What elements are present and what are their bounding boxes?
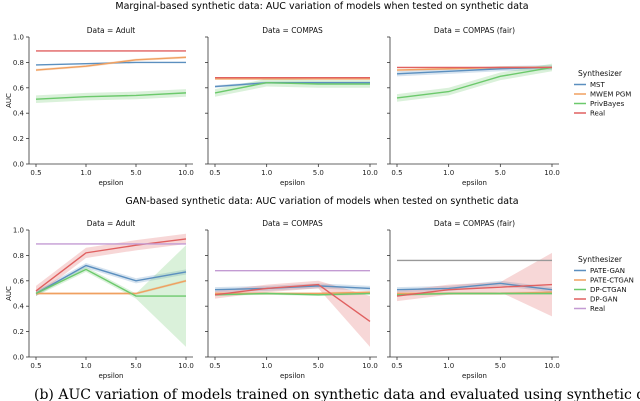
x-tick-label: 5.0 [130,169,141,177]
y-tick-label: 0.6 [13,84,25,92]
legend-label: PrivBayes [590,100,625,108]
series-band [36,233,186,297]
legend-label: PATE-GAN [590,267,625,275]
legend-label: MWEM PGM [590,91,631,99]
series-line [214,283,371,323]
series-band [397,63,552,102]
chart-panel: 0.0 0.2 0.4 0.6 0.8 1.0 0.5 1.0 5.0 10.0 Data = Ad… [5,26,194,187]
y-tick-label: 0.4 [13,303,25,311]
y-tick-label: 0.0 [13,354,24,362]
x-tick-label: 0.5 [391,362,402,370]
x-tick-label: 0.5 [30,169,41,177]
y-tick-label: 0.2 [13,328,24,336]
x-tick-label: 5.0 [313,169,324,177]
x-tick-label: 1.0 [80,362,91,370]
x-tick-label: 5.0 [130,362,141,370]
x-tick-label: 1.0 [443,169,454,177]
x-tick-label: 1.0 [443,362,454,370]
panel-title: Data = Adult [87,26,136,35]
panel-title: Data = COMPAS (fair) [434,219,515,228]
legend-label: DP-GAN [590,296,618,304]
series-band [397,252,552,317]
panel-title: Data = COMPAS [262,26,323,35]
x-tick-label: 10.0 [178,169,194,177]
x-tick-label: 5.0 [495,362,506,370]
legend-title: Synthesizer [578,69,623,78]
y-tick-label: 0.8 [13,252,24,260]
y-tick-label: 1.0 [13,227,24,235]
y-tick-label: 0.4 [13,110,25,118]
x-axis-label: epsilon [280,179,305,187]
legend-label: Real [590,110,605,118]
x-tick-label: 1.0 [261,169,272,177]
x-tick-label: 10.0 [544,362,560,370]
series-line [396,292,552,296]
legend-label: Real [590,305,605,313]
legend-label: PATE-CTGAN [590,277,634,285]
x-axis-label: epsilon [98,372,123,380]
y-tick-label: 0.2 [13,135,24,143]
y-axis-label: AUC [5,93,13,108]
chart-panel: 0.5 1.0 5.0 10.0 Data = COMPAS epsilon [205,219,378,380]
figure-caption: (b) AUC variation of models trained on s… [34,387,640,401]
series-line [214,82,370,94]
y-tick-label: 1.0 [13,34,24,42]
series-line [35,264,187,295]
x-tick-label: 0.5 [209,362,220,370]
series-line [35,92,187,100]
chart-panel: 0.5 1.0 5.0 10.0 Data = COMPAS (fair) epsilon [387,219,560,380]
series-line [396,283,553,297]
y-tick-label: 0.0 [13,161,24,169]
x-tick-label: 10.0 [362,169,378,177]
x-axis-label: epsilon [98,179,123,187]
figure-title-marginal: Marginal-based synthetic data: AUC varia… [115,1,528,12]
x-axis-label: epsilon [280,372,305,380]
x-tick-label: 10.0 [362,362,378,370]
y-tick-label: 0.6 [13,277,25,285]
x-tick-label: 5.0 [495,169,506,177]
chart-panel: 0.5 1.0 5.0 10.0 Data = COMPAS epsilon [205,26,378,187]
series-line [35,238,187,292]
legend-title: Synthesizer [578,255,623,264]
x-tick-label: 10.0 [178,362,194,370]
x-axis-label: epsilon [462,179,487,187]
series-line [35,268,186,297]
x-tick-label: 0.5 [391,169,402,177]
legend-label: MST [590,81,605,89]
x-tick-label: 10.0 [544,169,560,177]
y-axis-label: AUC [5,286,13,301]
panel-title: Data = COMPAS (fair) [434,26,515,35]
chart-panel: 0.0 0.2 0.4 0.6 0.8 1.0 0.5 1.0 5.0 10.0 Data = Ad… [5,219,194,380]
x-tick-label: 0.5 [209,169,220,177]
x-tick-label: 1.0 [261,362,272,370]
y-tick-label: 0.8 [13,59,24,67]
series-band [215,280,370,347]
chart-panel: 0.5 1.0 5.0 10.0 Data = COMPAS (fair) epsilon [387,26,560,187]
series-line [36,280,187,295]
x-axis-label: epsilon [462,372,487,380]
series-band [36,263,186,297]
x-tick-label: 5.0 [313,362,324,370]
panel-title: Data = Adult [87,219,136,228]
figure-title-gan: GAN-based synthetic data: AUC variation … [125,196,518,207]
series-line [396,66,553,99]
panel-title: Data = COMPAS [262,219,323,228]
series-line [214,292,371,296]
x-tick-label: 1.0 [80,169,91,177]
x-tick-label: 0.5 [30,362,41,370]
legend-label: DP-CTGAN [590,286,627,294]
series-line [35,56,187,71]
